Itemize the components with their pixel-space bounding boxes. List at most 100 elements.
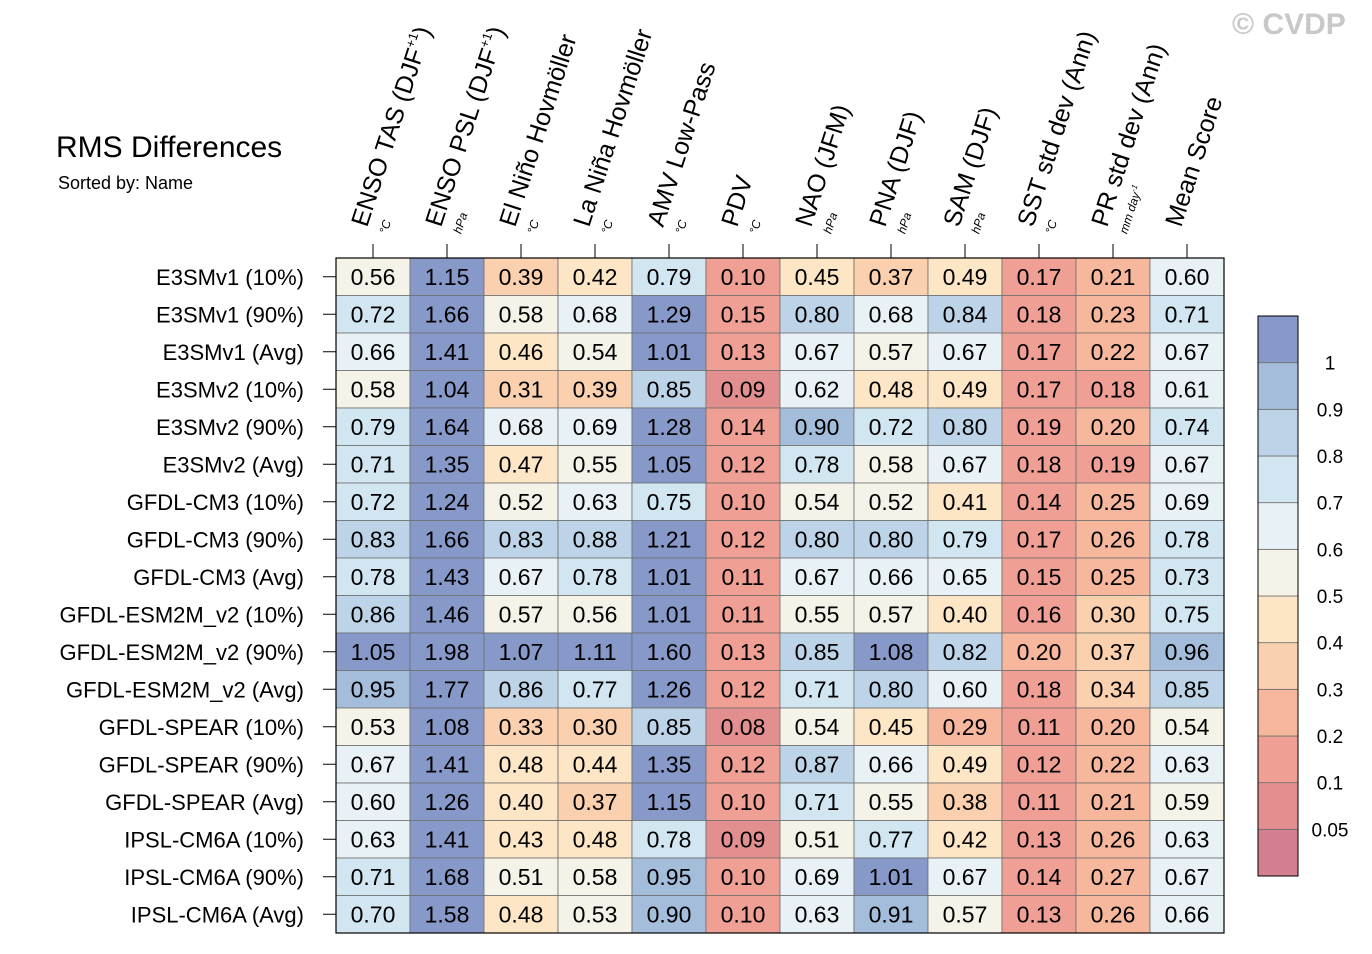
heatmap-cell: [927, 257, 1003, 296]
cell-value-label: 0.16: [1017, 601, 1062, 627]
heatmap-cell: [1075, 295, 1151, 334]
heatmap-cell: [1075, 332, 1151, 371]
heatmap-cell: [705, 520, 781, 559]
heatmap-cell: [779, 857, 855, 896]
cell-value-label: 1.41: [425, 339, 470, 365]
heatmap-cell: [1149, 745, 1225, 784]
cell-value-label: 1.60: [647, 639, 692, 665]
row-label: GFDL-SPEAR (Avg): [105, 790, 304, 815]
heatmap-cell: [335, 520, 411, 559]
heatmap-cell: [409, 520, 485, 559]
cell-value-label: 0.17: [1017, 264, 1062, 290]
cell-value-label: 0.67: [1165, 864, 1210, 890]
cell-value-label: 1.07: [499, 639, 544, 665]
cell-value-label: 1.68: [425, 864, 470, 890]
cell-value-label: 0.61: [1165, 376, 1210, 402]
heatmap-cell: [1075, 670, 1151, 709]
row-label: GFDL-CM3 (Avg): [133, 565, 304, 590]
heatmap-cell: [1001, 670, 1077, 709]
chart-title: RMS Differences: [56, 131, 282, 164]
cell-value-label: 0.29: [943, 714, 988, 740]
cell-value-label: 0.12: [721, 676, 766, 702]
cell-value-label: 0.77: [573, 676, 618, 702]
cell-value-label: 0.12: [721, 526, 766, 552]
cell-value-label: 0.85: [795, 639, 840, 665]
cell-value-label: 0.75: [1165, 601, 1210, 627]
row-label: E3SMv2 (90%): [156, 415, 304, 440]
cell-value-label: 0.65: [943, 564, 988, 590]
cell-value-label: 1.01: [647, 601, 692, 627]
column-unit-label: hPa: [451, 210, 471, 235]
cell-value-label: 0.78: [351, 564, 396, 590]
cell-value-label: 0.74: [1165, 414, 1210, 440]
cell-value-label: 0.59: [1165, 789, 1210, 815]
row-label: IPSL-CM6A (Avg): [131, 902, 304, 927]
cell-value-label: 0.67: [795, 564, 840, 590]
cell-value-label: 0.13: [1017, 901, 1062, 927]
cell-value-label: 1.58: [425, 901, 470, 927]
heatmap-cell: [409, 857, 485, 896]
cell-value-label: 0.37: [1091, 639, 1136, 665]
column-header-label: La Niña Hovmöller: [568, 26, 658, 230]
heatmap-cell: [853, 482, 929, 521]
cell-value-label: 0.41: [943, 489, 988, 515]
heatmap-cell: [705, 557, 781, 596]
cell-value-label: 0.15: [721, 301, 766, 327]
colorbar-swatch: [1257, 502, 1299, 550]
heatmap-cell: [1149, 332, 1225, 371]
cell-value-label: 0.71: [1165, 301, 1210, 327]
heatmap-cell: [631, 595, 707, 634]
cell-value-label: 0.14: [721, 414, 766, 440]
heatmap-cell: [779, 482, 855, 521]
column-header-label: Mean Score: [1160, 93, 1228, 230]
heatmap-cell: [1149, 670, 1225, 709]
cell-value-label: 0.71: [351, 451, 396, 477]
cell-value-label: 0.10: [721, 864, 766, 890]
cell-value-label: 0.44: [573, 751, 618, 777]
heatmap-cell: [483, 445, 559, 484]
cell-value-label: 0.67: [1165, 339, 1210, 365]
cell-value-label: 0.75: [647, 489, 692, 515]
heatmap-cell: [1075, 820, 1151, 859]
cell-value-label: 0.67: [943, 864, 988, 890]
colorbar-swatch: [1257, 408, 1299, 457]
heatmap-cell: [705, 482, 781, 521]
cell-value-label: 0.79: [943, 526, 988, 552]
cell-value-label: 0.57: [499, 601, 544, 627]
cell-value-label: 0.18: [1017, 676, 1062, 702]
cell-value-label: 0.67: [1165, 451, 1210, 477]
cell-value-label: 0.67: [499, 564, 544, 590]
cell-value-label: 0.54: [795, 714, 840, 740]
cell-value-label: 1.64: [425, 414, 470, 440]
column-unit-label: hPa: [969, 210, 989, 235]
cell-value-label: 0.08: [721, 714, 766, 740]
colorbar-swatch: [1257, 828, 1299, 877]
cell-value-label: 0.79: [647, 264, 692, 290]
cell-value-label: 1.46: [425, 601, 470, 627]
heatmap-cell: [631, 295, 707, 334]
heatmap-cell: [1075, 557, 1151, 596]
row-label: GFDL-ESM2M_v2 (10%): [59, 602, 304, 627]
heatmap-cell: [409, 745, 485, 784]
heatmap-cell: [1001, 782, 1077, 821]
column-header-label: ENSO TAS (DJF+1): [345, 23, 437, 230]
cell-value-label: 0.58: [573, 864, 618, 890]
cell-value-label: 0.95: [351, 676, 396, 702]
cell-value-label: 0.62: [795, 376, 840, 402]
cell-value-label: 0.80: [943, 414, 988, 440]
heatmap-cell: [557, 557, 633, 596]
heatmap-cell: [705, 782, 781, 821]
cell-value-label: 0.27: [1091, 864, 1136, 890]
column-header-label: El Niño Hovmöller: [494, 31, 582, 230]
cell-value-label: 0.54: [573, 339, 618, 365]
cell-value-label: 0.69: [1165, 489, 1210, 515]
heatmap-cell: [853, 745, 929, 784]
cell-value-label: 0.13: [721, 639, 766, 665]
cell-value-label: 0.54: [795, 489, 840, 515]
cell-value-label: 0.43: [499, 826, 544, 852]
colorbar-swatch: [1257, 595, 1299, 644]
cell-value-label: 0.69: [795, 864, 840, 890]
cell-value-label: 0.10: [721, 489, 766, 515]
row-label: E3SMv1 (90%): [156, 302, 304, 327]
